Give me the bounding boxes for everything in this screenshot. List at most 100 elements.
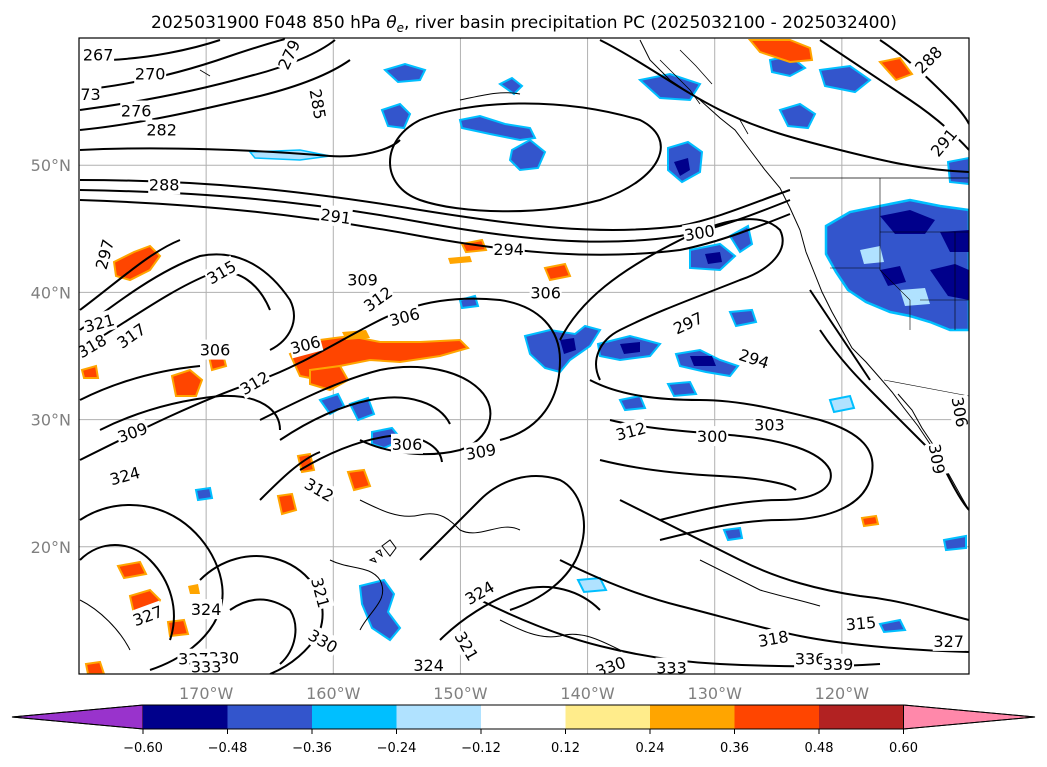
colorbar-band — [734, 705, 819, 729]
contour-label: 339 — [822, 653, 854, 674]
contour-label: 306 — [199, 339, 231, 360]
contour-label: 318 — [755, 625, 791, 652]
lon-tick-label: 130°W — [688, 684, 743, 703]
colorbar-band — [650, 705, 735, 729]
contour-label-text: 273 — [70, 85, 101, 104]
contour-label-text: 315 — [845, 613, 877, 635]
contour-label-halo — [300, 472, 339, 507]
contour-label: 309 — [924, 441, 950, 477]
colorbar-band — [227, 705, 312, 729]
contour-label-halo — [90, 236, 119, 273]
contour-label-halo — [932, 630, 965, 651]
colorbar-tick-label: −0.24 — [377, 741, 417, 756]
contour-label-halo — [113, 417, 151, 448]
theta-e-contours-thin — [79, 92, 821, 651]
contour-label-halo — [272, 38, 305, 74]
precipitation-shading — [80, 39, 969, 674]
colorbar-segments — [11, 704, 1036, 730]
colorbar-tick-label: −0.60 — [123, 741, 163, 756]
colorbar-tick-label: −0.36 — [292, 741, 332, 756]
contour-label-halo — [287, 330, 324, 359]
contour-label-text: 288 — [149, 175, 180, 194]
lon-tick-label: 160°W — [306, 684, 361, 703]
contour-label: 294 — [492, 239, 525, 260]
contour-label-text: 291 — [319, 205, 352, 228]
contour-label-halo — [682, 219, 717, 246]
contour-label: 333 — [190, 656, 223, 676]
contour-label-halo — [120, 100, 153, 121]
contour-label-text: 300 — [697, 427, 728, 446]
contour-label: 306 — [529, 282, 562, 303]
colorbar-ticks: −0.60 −0.48 −0.36 −0.24 −0.12 0.12 0.24 0.36 0.4… — [123, 729, 918, 756]
contour-label-halo — [134, 63, 167, 84]
colorbar-tick-label: 0.36 — [720, 741, 749, 756]
graticule — [79, 38, 969, 674]
positive-precip-areas — [80, 39, 914, 674]
contour-label-halo — [148, 174, 181, 195]
colorbar-tick-label: −0.48 — [208, 741, 248, 756]
contour-label-halo — [822, 653, 854, 674]
colorbar-tick-label: 0.48 — [805, 741, 834, 756]
contour-label-text: 333 — [191, 657, 222, 676]
contour-label-halo — [79, 84, 102, 104]
lon-tick-label: 150°W — [433, 684, 488, 703]
contour-label: 315 — [844, 611, 878, 635]
contour-label-halo — [190, 599, 223, 620]
contour-label-halo — [79, 329, 111, 363]
contour-label: 312 — [300, 472, 339, 507]
state-borders — [879, 178, 911, 330]
contour-label-text: 294 — [493, 240, 524, 259]
contour-label-text: 309 — [347, 271, 378, 290]
contour-label-text: 306 — [948, 395, 972, 428]
contour-label-halo — [346, 269, 379, 290]
contour-label: 297 — [90, 236, 119, 273]
contour-label-halo — [190, 656, 223, 674]
lon-tick-label: 170°W — [179, 684, 234, 703]
contour-label-halo — [318, 203, 354, 229]
contour-label: 282 — [145, 119, 178, 140]
lon-tick-label: 120°W — [815, 684, 870, 703]
contour-label-halo — [909, 41, 947, 78]
state-borders-2 — [830, 231, 969, 330]
colorbar-tick-label: 0.60 — [889, 741, 918, 756]
contour-label-halo — [82, 44, 115, 65]
contour-label-text: 327 — [933, 632, 964, 651]
contour-label-text: 276 — [121, 102, 152, 121]
us-west-precip-area — [824, 156, 969, 332]
contour-label-text: 324 — [191, 600, 222, 619]
contour-label-text: 270 — [135, 65, 166, 84]
contour-label: 291 — [318, 203, 354, 229]
lat-tick-label: 50°N — [31, 156, 71, 175]
colorbar-over-arrow — [903, 704, 1036, 730]
colorbar-tick-label: 0.24 — [636, 741, 665, 756]
contour-label-halo — [924, 441, 950, 477]
contour-label-halo — [753, 414, 786, 435]
north-america-coastline — [639, 39, 969, 511]
contour-label-halo — [391, 433, 423, 454]
contour-label-halo — [304, 624, 342, 658]
contour-label-halo — [655, 657, 688, 674]
map-title: 2025031900 F048 850 hPa θe, river basin … — [151, 13, 897, 35]
contour-label: 324 — [412, 655, 445, 675]
contour-label: 303 — [753, 414, 786, 435]
contour-label-halo — [460, 575, 499, 610]
contour-label-halo — [145, 119, 178, 140]
contour-label-halo — [492, 239, 525, 260]
contour-label-halo — [925, 123, 962, 161]
contour-label-text: 324 — [413, 656, 444, 675]
contour-label-halo — [306, 574, 335, 611]
contour-label: 336 — [794, 648, 827, 669]
colorbar: −0.60 −0.48 −0.36 −0.24 −0.12 0.12 0.24 0.36 0.4… — [11, 704, 1036, 756]
lat-tick-label: 30°N — [31, 411, 71, 430]
contour-label-text: 306 — [530, 283, 561, 302]
contour-label-halo — [735, 344, 773, 373]
contour-label-halo — [199, 339, 231, 360]
contour-label-text: 267 — [83, 46, 114, 65]
contour-label-halo — [386, 302, 423, 331]
contour-label-halo — [696, 426, 729, 447]
colorbar-band — [481, 705, 566, 729]
contour-label-halo — [112, 318, 150, 353]
contour-label-halo — [129, 600, 167, 631]
